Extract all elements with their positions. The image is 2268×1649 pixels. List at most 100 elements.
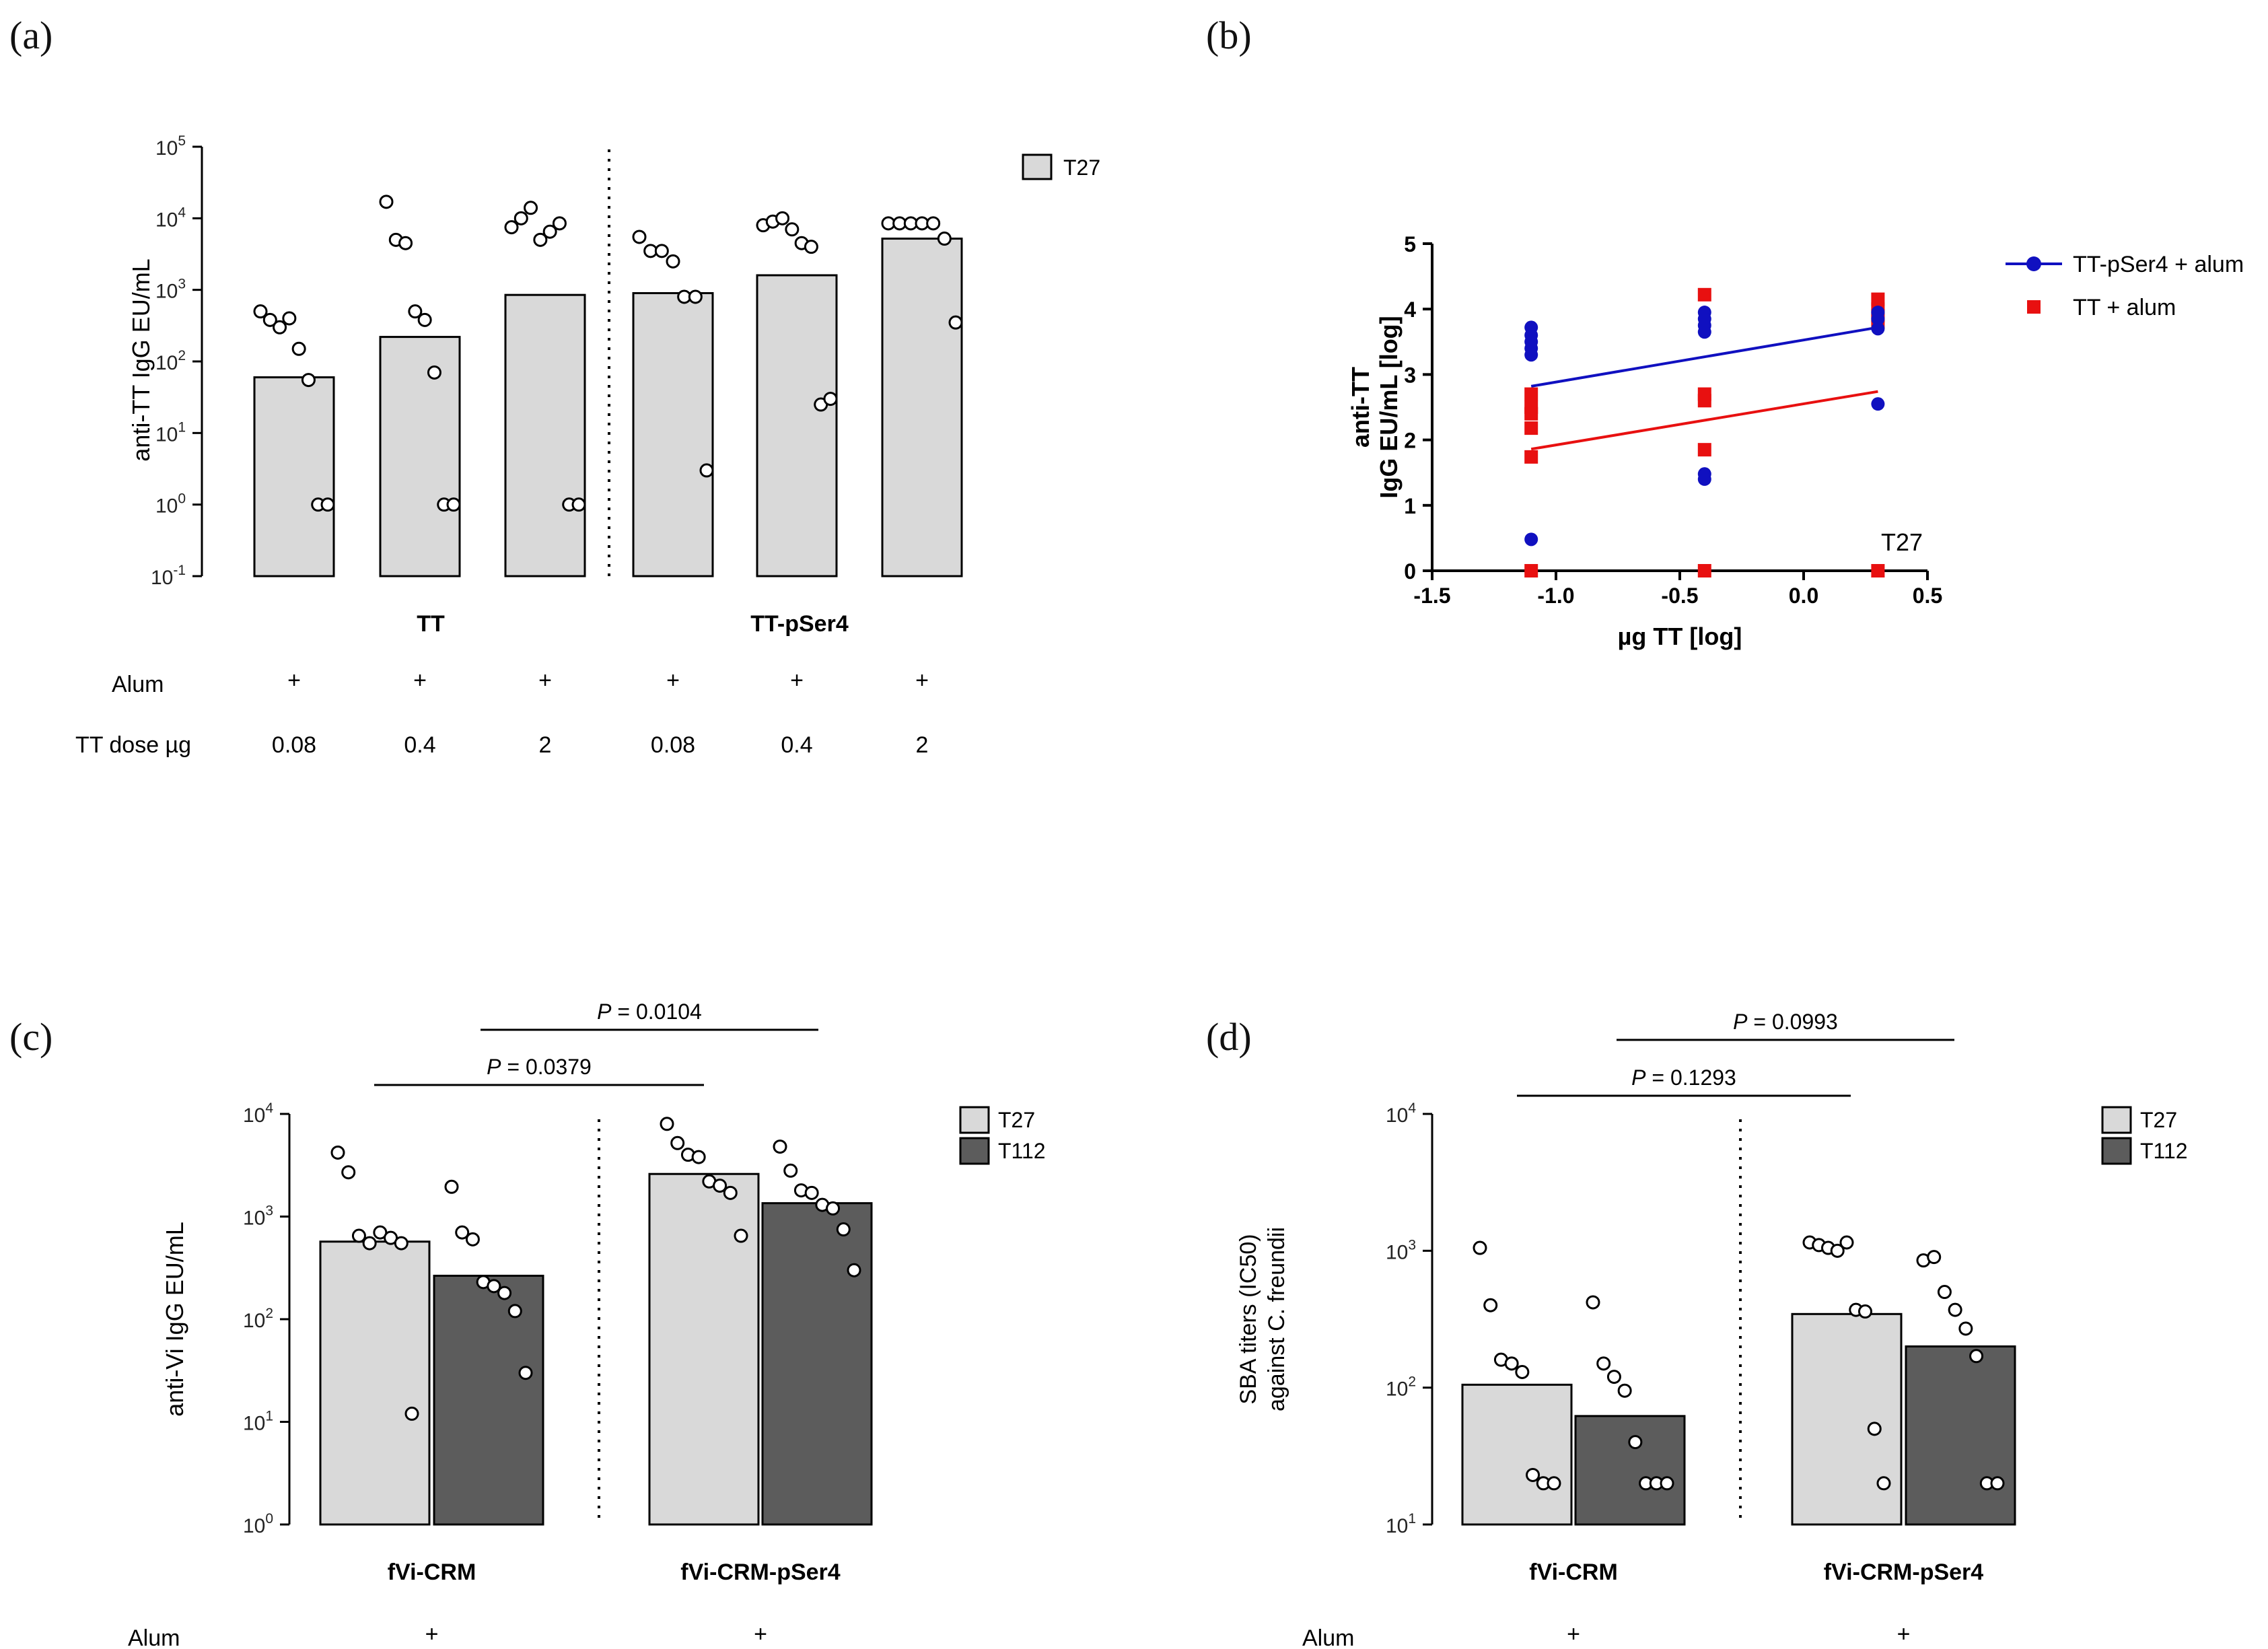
tick-exponent: 2 <box>178 348 186 363</box>
y-tick-label: 104 <box>155 205 186 231</box>
fit-line-tt-pser4 <box>1530 326 1878 388</box>
data-point <box>783 1163 798 1178</box>
y-tick-label: 103 <box>243 1203 273 1230</box>
data-point <box>785 222 800 237</box>
tick-exponent: 4 <box>1408 1100 1416 1116</box>
data-point <box>804 1185 819 1200</box>
data-point <box>948 315 963 330</box>
y-tick-label: 103 <box>155 277 186 303</box>
bar-tt-0.4 <box>379 336 461 577</box>
x-tick-label: -1.0 <box>1537 584 1574 608</box>
group-label: fVi-CRM-pSer4 <box>680 1559 840 1585</box>
tick-base: 10 <box>155 495 178 518</box>
data-point <box>320 497 335 512</box>
data-point <box>1606 1370 1621 1384</box>
legend-marker-tt <box>2027 300 2041 314</box>
p-value-label: P = 0.0993 <box>1733 1010 1838 1034</box>
y-tick-label: 100 <box>243 1511 273 1537</box>
y-tick-label: 3 <box>1404 363 1416 387</box>
data-point-tt-pser4 <box>1524 348 1538 362</box>
p-value-label: P = 0.0104 <box>597 999 702 1024</box>
tick-exponent: 4 <box>178 205 186 220</box>
data-point-tt <box>1697 564 1711 577</box>
data-point <box>571 497 586 512</box>
tick-base: 10 <box>243 1207 265 1230</box>
bar-fvi-crm-pser4-t112 <box>761 1202 873 1526</box>
legend-label-t112: T112 <box>2140 1139 2188 1163</box>
tick-exponent: 0 <box>265 1511 273 1527</box>
tick-base: 10 <box>155 423 178 446</box>
dose-value: 0.4 <box>781 732 812 758</box>
data-point <box>691 1150 706 1164</box>
bar-fvi-crm-t112 <box>1574 1415 1686 1526</box>
tick-base: 10 <box>243 1104 265 1127</box>
data-point-tt <box>1524 564 1538 577</box>
group-label: fVi-CRM-pSer4 <box>1824 1559 1983 1585</box>
data-point <box>1526 1467 1540 1482</box>
data-point <box>518 1366 533 1380</box>
data-point <box>542 224 557 239</box>
data-point <box>734 1228 748 1243</box>
data-point <box>1858 1304 1872 1319</box>
data-point <box>723 1185 738 1200</box>
row-label-alum: Alum <box>112 672 164 697</box>
data-point <box>533 232 548 247</box>
data-point <box>394 1236 409 1251</box>
data-point <box>362 1236 377 1251</box>
data-point <box>1473 1240 1487 1255</box>
data-point <box>1660 1476 1674 1491</box>
p-value-text: = 0.0104 <box>612 999 702 1024</box>
tick-exponent: 1 <box>1408 1511 1416 1527</box>
legend-swatch-t112 <box>2101 1137 2132 1165</box>
legend-label-t27: T27 <box>2140 1108 2177 1132</box>
alum-plus: + <box>413 668 427 693</box>
data-point-tt <box>1871 564 1885 577</box>
y-tick-label: 1 <box>1404 494 1416 518</box>
dose-value: 0.08 <box>651 732 695 758</box>
data-point <box>1990 1476 2005 1491</box>
y-tick-label: 0 <box>1404 559 1416 584</box>
tick-base: 10 <box>155 209 178 231</box>
data-point <box>1504 1356 1519 1371</box>
bar-fvi-crm-t27 <box>1461 1383 1573 1526</box>
y-tick-label: 102 <box>155 348 186 374</box>
data-point <box>444 1179 459 1194</box>
group-label: fVi-CRM <box>1529 1559 1618 1585</box>
x-axis-label: µg TT [log] <box>1618 623 1742 650</box>
data-point <box>826 1201 841 1216</box>
bar-fvi-crm-pser4-t112 <box>1905 1345 2016 1526</box>
data-point <box>1547 1476 1561 1491</box>
data-point <box>504 220 519 235</box>
y-axis-label-line2: against C. freundii <box>1264 1227 1289 1411</box>
p-value-text: = 0.0379 <box>501 1055 592 1079</box>
data-point <box>1839 1235 1854 1250</box>
legend-swatch-t27 <box>2101 1106 2132 1134</box>
tick-base: 10 <box>151 567 173 589</box>
data-point <box>341 1165 356 1180</box>
data-point <box>1830 1243 1845 1258</box>
y-axis-label-line1: SBA titers (IC50) <box>1236 1234 1261 1404</box>
data-point <box>552 216 567 231</box>
data-point <box>688 289 703 304</box>
data-point <box>487 1279 501 1294</box>
data-point <box>847 1263 861 1277</box>
bar-tt-pser4-0.08 <box>632 292 714 577</box>
tick-base: 10 <box>155 352 178 374</box>
data-point <box>524 201 538 215</box>
chart-b-dose-scatter: 0 1 2 3 4 5 -1.5 -1.0 -0.5 0.0 0.5 T27 µg TT [log] an… <box>1347 232 2244 650</box>
data-point <box>670 1135 685 1150</box>
bar-fvi-crm-pser4-t27 <box>648 1172 760 1526</box>
data-point <box>1515 1364 1530 1379</box>
x-tick-label: 0.5 <box>1913 584 1942 608</box>
alum-plus: + <box>754 1621 767 1647</box>
data-point-tt <box>1697 443 1711 457</box>
fit-line-tt <box>1530 390 1878 451</box>
alum-plus: + <box>666 668 680 693</box>
data-point <box>465 1232 480 1247</box>
panel-label-b: (b) <box>1206 13 1252 57</box>
data-point-tt <box>1524 387 1538 401</box>
data-point <box>497 1286 512 1300</box>
data-point-tt-pser4 <box>1871 312 1885 326</box>
